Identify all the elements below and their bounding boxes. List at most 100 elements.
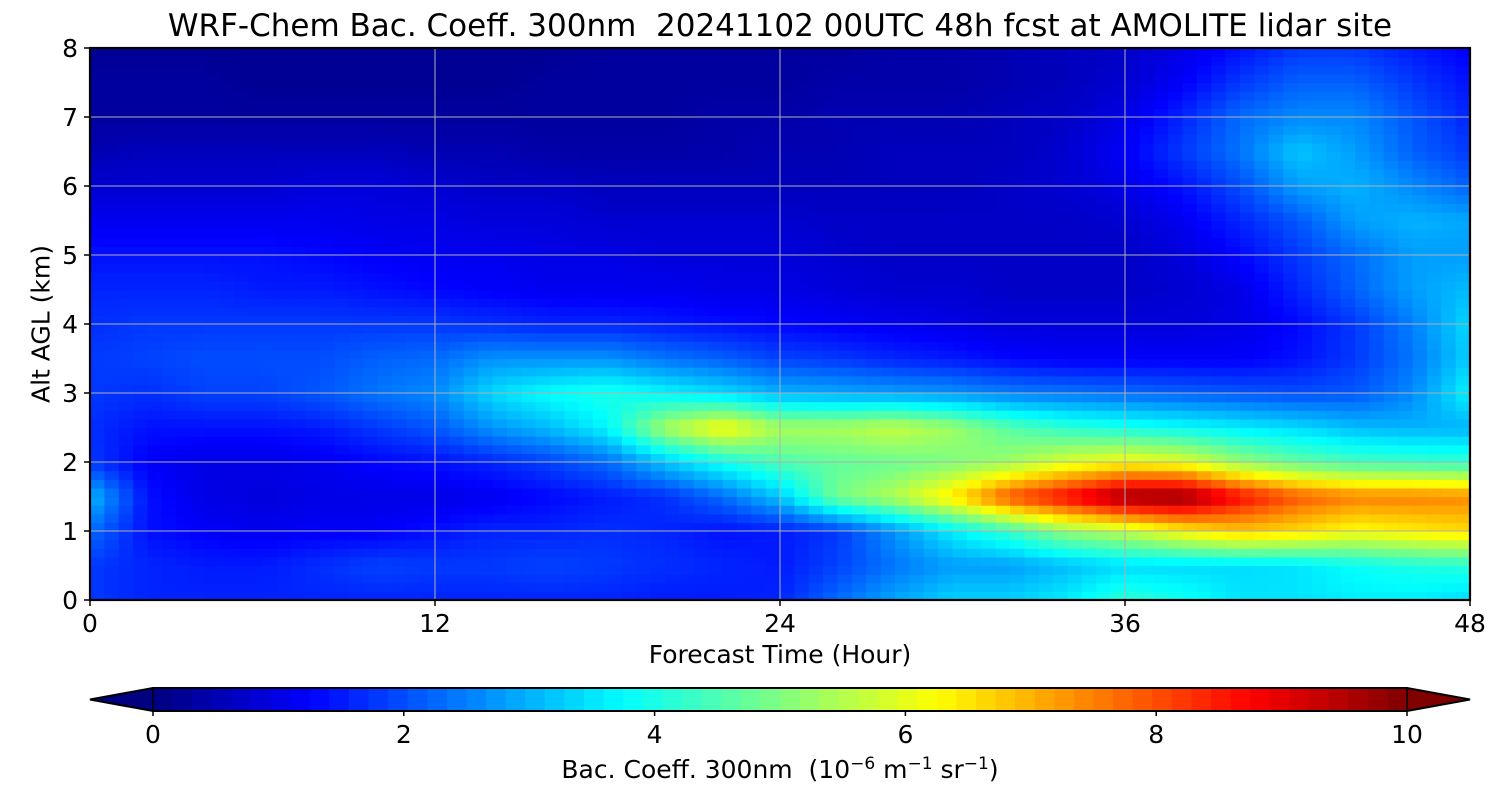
heatmap-cell (1096, 591, 1112, 601)
heatmap-cell (348, 462, 364, 472)
heatmap-cell (1024, 410, 1040, 420)
heatmap-cell (765, 263, 781, 273)
heatmap-cell (1283, 505, 1299, 515)
heatmap-cell (550, 418, 565, 429)
heatmap-cell (593, 556, 609, 567)
heatmap-cell (722, 263, 738, 273)
heatmap-cell (1268, 444, 1284, 454)
heatmap-cell (90, 487, 105, 498)
heatmap-cell (621, 462, 637, 472)
heatmap-cell (1110, 237, 1126, 247)
heatmap-cell (880, 298, 896, 308)
heatmap-cell (751, 194, 767, 204)
heatmap-cell (1053, 574, 1069, 584)
heatmap-cell (506, 401, 522, 411)
heatmap-cell (650, 453, 666, 463)
heatmap-cell (305, 470, 321, 480)
heatmap-cell (118, 496, 134, 506)
heatmap-cell (1125, 151, 1140, 161)
heatmap-cell (995, 203, 1011, 213)
heatmap-cell (1110, 410, 1126, 420)
heatmap-cell (147, 255, 163, 265)
heatmap-cell (679, 194, 695, 204)
heatmap-cell (104, 548, 120, 558)
heatmap-cell (1426, 280, 1442, 291)
heatmap-cell (909, 160, 925, 170)
heatmap-cell (1369, 229, 1385, 239)
heatmap-cell (1153, 160, 1169, 170)
heatmap-cell (406, 410, 422, 420)
heatmap-cell (679, 565, 695, 575)
heatmap-cell (1455, 289, 1471, 299)
heatmap-cell (722, 531, 738, 541)
heatmap-cell (535, 237, 551, 247)
heatmap-cell (578, 531, 594, 541)
heatmap-cell (406, 315, 422, 325)
heatmap-cell (607, 436, 623, 446)
heatmap-cell (1311, 280, 1327, 291)
heatmap-cell (1441, 315, 1457, 325)
heatmap-cell (923, 375, 939, 385)
heatmap-cell (693, 505, 709, 515)
heatmap-cell (1268, 462, 1284, 472)
heatmap-cell (248, 513, 264, 523)
heatmap-cell (276, 427, 292, 437)
heatmap-cell (650, 306, 666, 316)
heatmap-cell (1010, 556, 1025, 567)
heatmap-cell (1067, 574, 1083, 584)
heatmap-cell (751, 539, 767, 549)
heatmap-cell (1125, 341, 1140, 351)
heatmap-cell (895, 324, 910, 334)
heatmap-cell (636, 384, 652, 394)
heatmap-cell (650, 401, 666, 411)
heatmap-cell (578, 358, 594, 368)
heatmap-cell (506, 358, 522, 368)
heatmap-cell (722, 246, 738, 256)
heatmap-cell (1081, 436, 1097, 446)
heatmap-cell (219, 246, 235, 256)
heatmap-cell (1053, 203, 1069, 213)
heatmap-cell (521, 211, 537, 222)
heatmap-cell (506, 548, 522, 558)
heatmap-cell (1311, 211, 1327, 222)
heatmap-cell (780, 332, 795, 342)
heatmap-cell (708, 160, 724, 170)
heatmap-cell (348, 168, 364, 178)
heatmap-cell (665, 367, 680, 377)
heatmap-cell (1426, 211, 1442, 222)
heatmap-cell (981, 375, 997, 385)
heatmap-cell (909, 384, 925, 394)
heatmap-cell (291, 315, 307, 325)
heatmap-cell (1441, 332, 1457, 342)
heatmap-cell (1196, 574, 1212, 584)
heatmap-cell (895, 393, 910, 403)
heatmap-cell (492, 211, 508, 222)
heatmap-cell (435, 487, 450, 498)
heatmap-cell (1153, 582, 1169, 592)
heatmap-cell (118, 160, 134, 170)
heatmap-cell (736, 186, 752, 196)
heatmap-cell (1038, 479, 1054, 489)
heatmap-cell (176, 272, 192, 282)
heatmap-cell (1355, 556, 1370, 567)
heatmap-cell (751, 505, 767, 515)
heatmap-cell (1355, 186, 1370, 196)
heatmap-cell (923, 393, 939, 403)
heatmap-cell (1125, 177, 1140, 187)
heatmap-cell (205, 349, 220, 360)
heatmap-cell (348, 496, 364, 506)
heatmap-cell (909, 280, 925, 291)
heatmap-cell (621, 496, 637, 506)
heatmap-cell (233, 496, 249, 506)
heatmap-cell (506, 203, 522, 213)
heatmap-cell (1340, 367, 1356, 377)
heatmap-cell (1168, 306, 1184, 316)
heatmap-cell (118, 324, 134, 334)
heatmap-cell (1441, 211, 1457, 222)
heatmap-cell (823, 548, 839, 558)
heatmap-cell (1441, 255, 1457, 265)
heatmap-cell (1225, 470, 1241, 480)
heatmap-cell (506, 505, 522, 515)
heatmap-cell (248, 358, 264, 368)
heatmap-cell (1225, 229, 1241, 239)
